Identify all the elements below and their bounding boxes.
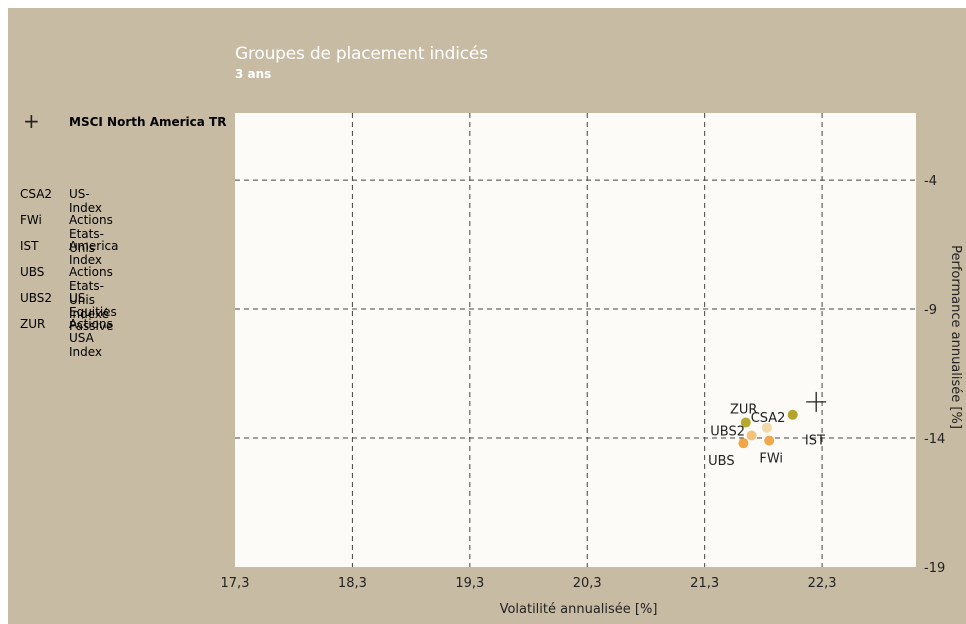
legend-name: America Index bbox=[69, 239, 119, 267]
y-axis-title: Performance annualisée [%] bbox=[948, 245, 963, 429]
x-tick-label: 21,3 bbox=[690, 576, 719, 591]
x-axis-title: Volatilité annualisée [%] bbox=[500, 602, 658, 617]
legend-code: UBS2 bbox=[20, 291, 53, 305]
legend-code: ZUR bbox=[20, 317, 46, 331]
y-tick-label: -9 bbox=[924, 303, 937, 318]
point-label: IST bbox=[805, 434, 825, 449]
legend-code: UBS bbox=[20, 265, 45, 279]
benchmark-marker bbox=[806, 391, 827, 412]
point-label: FWi bbox=[759, 452, 783, 467]
chart-title: Groupes de placement indicés bbox=[235, 44, 488, 64]
benchmark-symbol: + bbox=[23, 109, 40, 133]
legend-name: US Equities Passive bbox=[69, 291, 117, 333]
data-point bbox=[738, 438, 749, 449]
legend-code: FWi bbox=[20, 213, 42, 227]
chart-subtitle: 3 ans bbox=[235, 67, 272, 81]
legend-name: Actions Etats-Unis bbox=[69, 213, 113, 255]
data-point bbox=[764, 435, 775, 446]
x-tick-label: 22,3 bbox=[808, 576, 837, 591]
legend-name: US-Index bbox=[69, 187, 103, 215]
x-tick-label: 20,3 bbox=[573, 576, 602, 591]
x-tick-label: 18,3 bbox=[338, 576, 367, 591]
plot-area bbox=[235, 113, 916, 567]
legend-code: CSA2 bbox=[20, 187, 53, 201]
y-tick-label: -19 bbox=[924, 561, 945, 576]
x-tick-label: 17,3 bbox=[221, 576, 250, 591]
data-point bbox=[740, 417, 751, 428]
point-label: UBS2 bbox=[710, 424, 745, 439]
y-tick-label: -14 bbox=[924, 432, 945, 447]
legend-name: Actions Etats-Unis Indexé bbox=[69, 265, 113, 321]
point-label: CSA2 bbox=[751, 411, 786, 426]
data-point bbox=[787, 409, 798, 420]
benchmark-label: MSCI North America TR bbox=[69, 115, 227, 129]
point-label: UBS bbox=[708, 454, 734, 469]
x-tick-label: 19,3 bbox=[455, 576, 484, 591]
legend-code: IST bbox=[20, 239, 39, 253]
data-point bbox=[761, 422, 772, 433]
data-point bbox=[746, 430, 757, 441]
point-label: ZUR bbox=[730, 403, 757, 418]
legend-name: Actions USA Index bbox=[69, 317, 113, 359]
y-tick-label: -4 bbox=[924, 174, 937, 189]
